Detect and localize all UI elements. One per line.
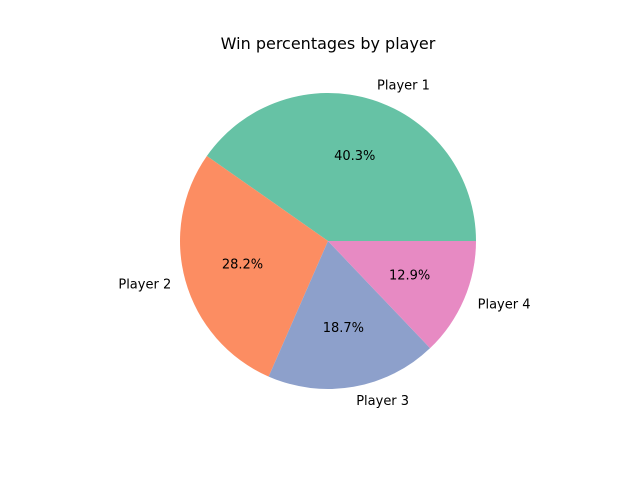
slice-label-3: Player 3	[356, 394, 409, 409]
pct-label-1: 40.3%	[334, 149, 375, 164]
slice-label-4: Player 4	[478, 298, 531, 313]
pct-label-2: 28.2%	[222, 257, 263, 272]
pie-slices	[180, 93, 477, 389]
pie-labels: Player 1 40.3% Player 2 28.2% Player 3 18.7% P…	[118, 78, 530, 409]
pie-slice-2	[180, 155, 328, 377]
pie-slice-3	[268, 241, 431, 389]
pct-label-4: 12.9%	[389, 268, 430, 283]
pie-slice-1	[206, 93, 477, 241]
slice-label-1: Player 1	[377, 78, 430, 93]
slice-label-2: Player 2	[118, 277, 171, 292]
pct-label-3: 18.7%	[323, 321, 364, 336]
pie-slice-4	[328, 241, 476, 349]
chart-title: Win percentages by player	[221, 34, 436, 53]
